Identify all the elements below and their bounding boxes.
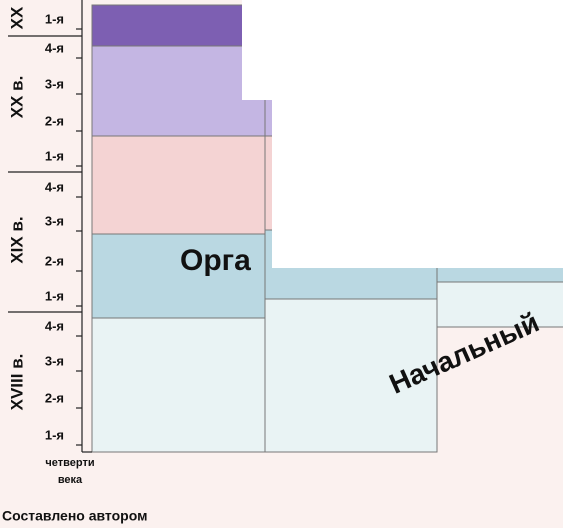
quarter-label: 2-я	[45, 113, 64, 128]
quarter-label: 4-я	[45, 318, 64, 333]
quarter-label: 3-я	[45, 213, 64, 228]
century-label: XX	[7, 6, 26, 29]
axis-caption: четверти	[45, 457, 94, 469]
quarter-label: 3-я	[45, 76, 64, 91]
quarter-label: 4-я	[45, 40, 64, 55]
quarter-label: 1-я	[45, 288, 64, 303]
century-label: XIX в.	[7, 216, 26, 263]
axis-caption: века	[58, 474, 83, 486]
axis	[8, 0, 92, 453]
stage-label: Орга	[180, 244, 251, 277]
quarter-label: 4-я	[45, 179, 64, 194]
quarter-label: 2-я	[45, 390, 64, 405]
ticks: 1-я 4-я 3-я 2-я 1-я 4-я 3-я 2-я 1-я 4-я 3-я 2-я 1-я	[45, 11, 82, 446]
century-label: XX в.	[7, 76, 26, 119]
footer: Составлено автором	[2, 508, 147, 524]
occlusion	[272, 100, 563, 268]
occlusion	[242, 0, 563, 100]
quarter-label: 3-я	[45, 353, 64, 368]
century-label: XVIII в.	[7, 354, 26, 411]
quarter-label: 1-я	[45, 148, 64, 163]
quarter-label: 1-я	[45, 427, 64, 442]
column-1	[91, 4, 266, 453]
quarter-label: 2-я	[45, 253, 64, 268]
quarter-label: 1-я	[45, 11, 64, 26]
